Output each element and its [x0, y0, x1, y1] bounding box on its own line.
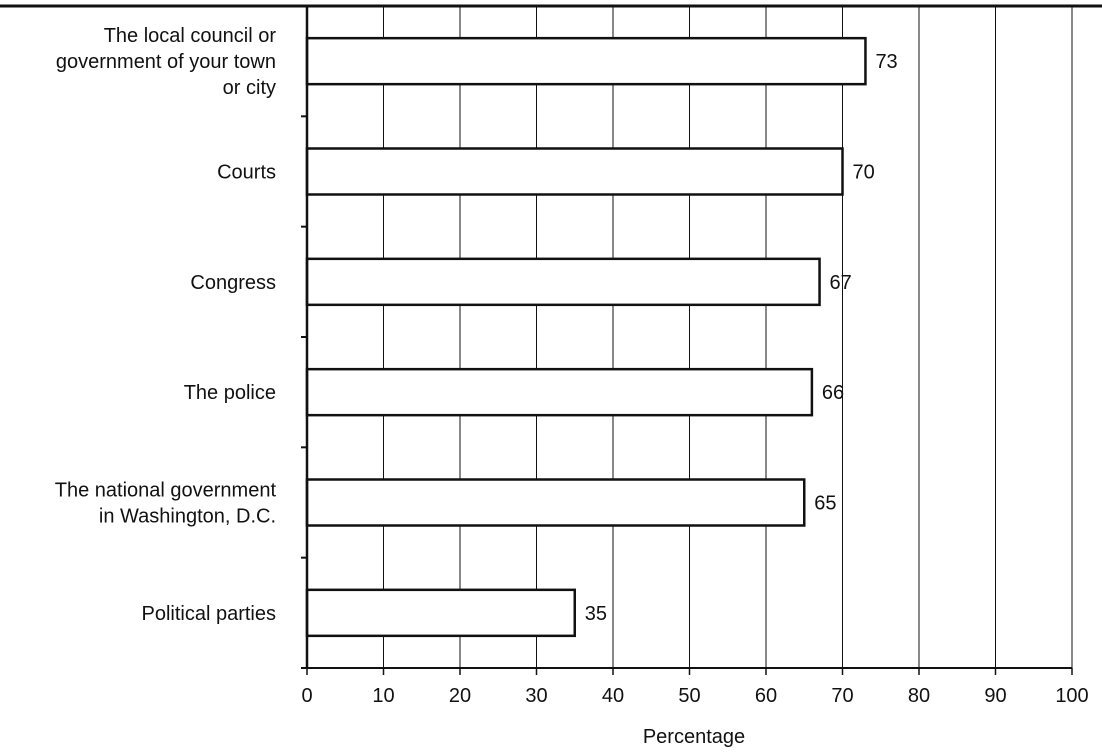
bar-5 [305, 478, 806, 527]
category-label-3: Congress [190, 272, 276, 294]
bar-1 [305, 36, 867, 86]
data-label-1: 73 [875, 51, 897, 73]
bar-2 [305, 147, 844, 196]
category-label-line: government of your town [56, 51, 276, 73]
category-label-line: The national government [55, 480, 277, 502]
category-label-line: Congress [190, 272, 276, 294]
category-label-2: Courts [217, 162, 276, 184]
category-label-5: The national government in Washington, D.… [55, 480, 277, 528]
data-label-3: 67 [830, 272, 852, 294]
category-label-line: The local council or [104, 25, 277, 47]
labels: 0 10 20 30 40 50 60 70 80 90 100 73 The local counci… [55, 25, 1089, 707]
data-label-4: 66 [822, 382, 844, 404]
x-tick-label-20: 20 [449, 685, 471, 707]
category-label-line: The police [184, 382, 276, 404]
x-tick-label-0: 0 [301, 685, 312, 707]
bar-4 [305, 367, 814, 417]
x-tick-label-40: 40 [602, 685, 624, 707]
x-tick-label-10: 10 [372, 685, 394, 707]
data-label-2: 70 [853, 162, 875, 184]
axes [0, 4, 1102, 675]
x-tick-label-70: 70 [831, 685, 853, 707]
category-label-6: Political parties [141, 603, 276, 625]
category-label-4: The police [184, 382, 276, 404]
x-tick-label-30: 30 [525, 685, 547, 707]
category-label-line: Courts [217, 162, 276, 184]
x-tick-label-80: 80 [908, 685, 930, 707]
bar-3 [305, 257, 821, 307]
x-tick-label-90: 90 [984, 685, 1006, 707]
data-label-5: 65 [814, 493, 836, 515]
category-label-1: The local council or government of your t… [56, 25, 276, 99]
x-axis-title: Percentage [643, 726, 745, 748]
x-tick-label-50: 50 [678, 685, 700, 707]
category-label-line: Political parties [141, 603, 276, 625]
x-tick-label-60: 60 [755, 685, 777, 707]
bars [305, 36, 867, 638]
category-label-line: or city [223, 77, 276, 99]
x-tick-label-100: 100 [1055, 685, 1088, 707]
gridlines [383, 6, 1073, 668]
category-label-line: in Washington, D.C. [99, 506, 276, 528]
data-label-6: 35 [585, 603, 607, 625]
bar-6 [305, 588, 576, 638]
